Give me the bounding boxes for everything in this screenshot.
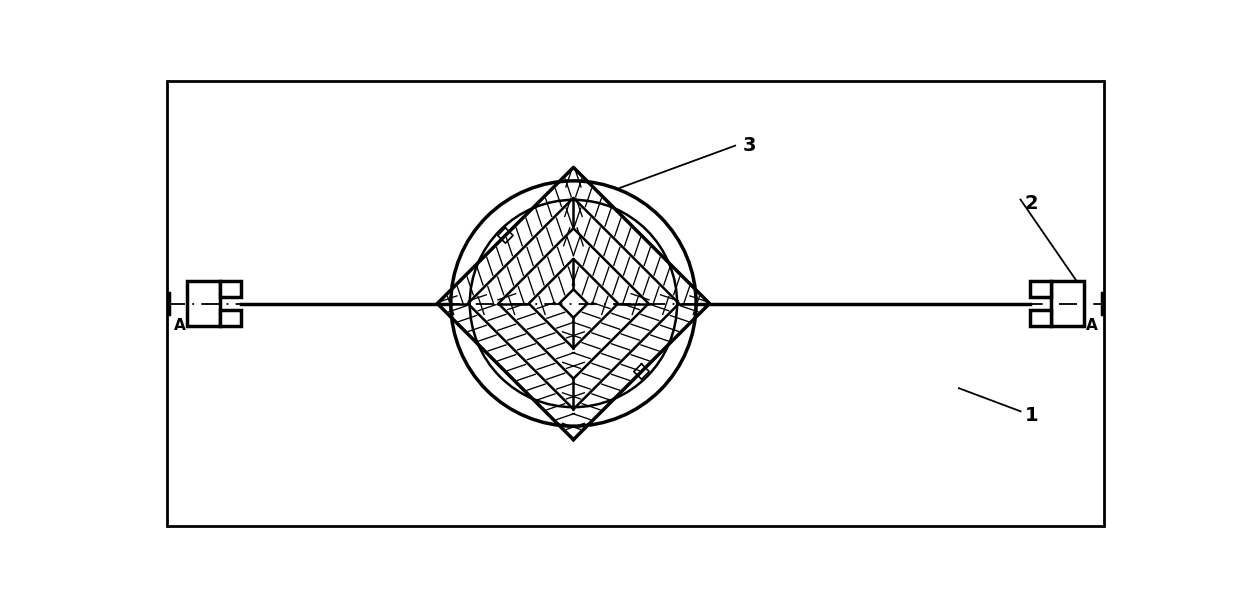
Bar xyxy=(1029,311,1052,326)
Text: 1: 1 xyxy=(1024,406,1038,425)
Bar xyxy=(219,281,242,296)
Bar xyxy=(186,281,219,326)
Text: A: A xyxy=(174,318,185,333)
Bar xyxy=(1052,281,1085,326)
Text: 3: 3 xyxy=(743,136,756,155)
Bar xyxy=(1029,281,1052,296)
Text: A: A xyxy=(1086,318,1097,333)
Bar xyxy=(219,311,242,326)
Text: 2: 2 xyxy=(1024,194,1038,213)
